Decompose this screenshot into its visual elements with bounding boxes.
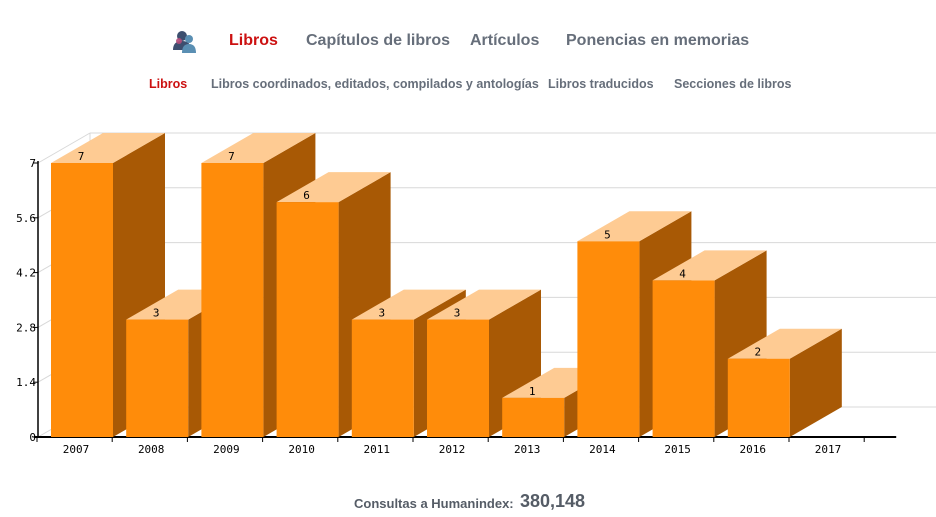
query-count-value: 380,148 [520,491,586,511]
bar-top [577,211,692,242]
x-tick-label: 2017 [815,443,842,456]
bar-front [201,163,264,437]
sub-nav-libros-coordinados[interactable]: Libros coordinados, editados, compilados… [211,77,539,91]
main-nav-ponencias[interactable]: Ponencias en memorias [566,32,750,49]
bar-front [577,241,640,437]
sub-nav: Libros Libros coordinados, editados, com… [0,77,936,95]
bar-2016: 2 [727,328,842,437]
bar-top [727,328,842,359]
data-label: 5 [604,228,611,241]
x-tick-label: 2016 [740,443,767,456]
data-label: 7 [78,150,85,163]
y-tick-label: 5.6 [16,212,36,225]
x-tick-label: 2014 [589,443,616,456]
main-nav-articulos[interactable]: Artículos [470,32,540,49]
data-label: 7 [228,150,235,163]
y-tick-labels: 0 1.4 2.8 4.2 5.6 7 [16,157,36,444]
bars: 7 3 7 6 3 3 1 5 4 2 [51,133,842,437]
y-tick-label: 1.4 [16,376,36,389]
x-tick-label: 2011 [364,443,391,456]
data-label: 4 [679,267,686,280]
users-icon [172,28,198,54]
x-tick-label: 2012 [439,443,466,456]
y-tick-label: 4.2 [16,267,36,280]
bar-front [126,319,189,437]
x-tick-label: 2015 [664,443,691,456]
bar-top [351,289,466,320]
x-tick-label: 2007 [63,443,90,456]
bar-top [51,133,165,163]
bar-2007: 7 [51,133,165,437]
data-label: 2 [754,346,761,359]
bar-front [427,319,489,437]
bar-front [51,163,113,437]
x-tick-label: 2009 [213,443,240,456]
bar-front [502,397,565,437]
bar-front [276,202,339,437]
bar-side [789,328,842,437]
bar-front [351,319,414,437]
bar-top [652,250,767,281]
bar-front [727,358,790,437]
data-label: 3 [153,307,160,320]
y-tick-label: 0 [29,431,36,444]
bar-top [427,289,541,320]
y-tick-label: 7 [29,157,36,170]
data-label: 6 [303,189,310,202]
sub-nav-libros[interactable]: Libros [149,77,188,91]
main-nav: Libros Capítulos de libros Artículos Pon… [0,28,936,54]
sub-nav-libros-traducidos[interactable]: Libros traducidos [548,77,654,91]
footer: Consultas a Humanindex: 380,148 [0,490,936,514]
x-tick-labels: 2007 2008 2009 2010 2011 2012 2013 2014 2015 2016… [63,443,842,456]
bar-top [276,172,391,203]
bar-front [652,280,715,437]
main-nav-capitulos[interactable]: Capítulos de libros [306,32,451,49]
query-count-label: Consultas a Humanindex: [354,496,514,511]
sub-nav-secciones[interactable]: Secciones de libros [674,77,792,91]
x-tick-label: 2008 [138,443,165,456]
y-tick-label: 2.8 [16,321,36,334]
data-label: 3 [454,307,461,320]
x-tick-label: 2013 [514,443,541,456]
bar-top [201,133,316,163]
main-nav-libros[interactable]: Libros [229,32,278,49]
gridline-depth [37,132,91,164]
x-tick-label: 2010 [288,443,315,456]
data-label: 3 [378,307,385,320]
data-label: 1 [529,385,536,398]
